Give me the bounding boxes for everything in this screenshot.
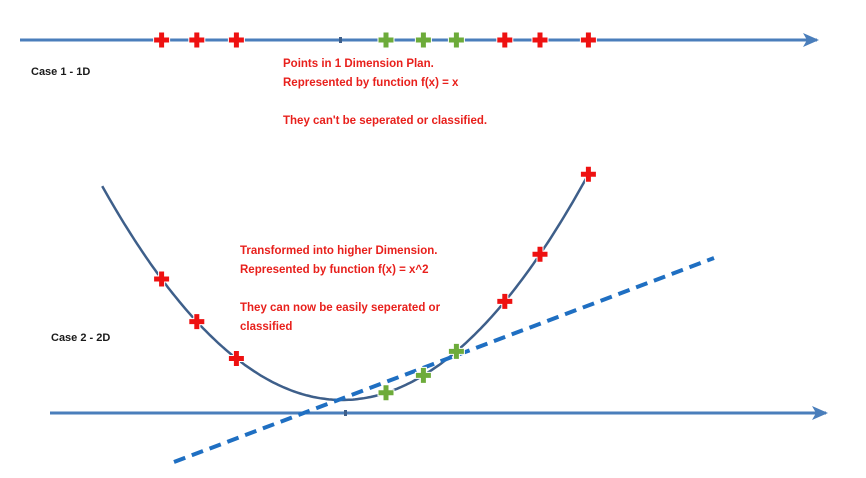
case1-origin-tick	[339, 37, 342, 43]
case2-label: Case 2 - 2D	[51, 332, 111, 344]
case1-points	[153, 31, 597, 49]
green-plus-icon	[414, 366, 432, 384]
case2-axis-group	[50, 406, 828, 420]
green-plus-icon	[447, 31, 465, 49]
case1-note-line-3	[283, 93, 487, 112]
separating-line	[173, 256, 715, 464]
case1-note-line-4: They can't be seperated or classified.	[283, 115, 488, 127]
case1-note: Points in 1 Dimension Plan. Represented …	[283, 55, 487, 131]
case2-points	[153, 165, 597, 402]
case2-note: Transformed into higher Dimension. Repre…	[240, 242, 440, 337]
red-plus-icon	[579, 165, 597, 183]
red-plus-icon	[227, 31, 245, 49]
case2-note-line-3	[240, 280, 440, 299]
case2-note-line-4: They can now be easily seperated or	[240, 302, 441, 314]
green-plus-icon	[377, 384, 395, 402]
case1-note-line-2: Represented by function f(x) = x	[283, 77, 459, 89]
case2-note-line-1: Transformed into higher Dimension.	[240, 245, 438, 257]
red-plus-icon	[153, 270, 171, 288]
green-plus-icon	[377, 31, 395, 49]
parabola-curve	[101, 169, 592, 402]
case1-label: Case 1 - 1D	[31, 66, 91, 78]
green-plus-icon	[447, 342, 465, 360]
red-plus-icon	[579, 31, 597, 49]
red-plus-icon	[531, 245, 549, 263]
red-plus-icon	[496, 292, 514, 310]
red-plus-icon	[153, 31, 171, 49]
case2-note-line-5: classified	[240, 321, 293, 333]
green-plus-icon	[414, 31, 432, 49]
red-plus-icon	[188, 313, 206, 331]
case2-note-line-2: Represented by function f(x) = x^2	[240, 264, 429, 276]
red-plus-icon	[188, 31, 206, 49]
case1-note-line-1: Points in 1 Dimension Plan.	[283, 58, 434, 70]
red-plus-icon	[227, 350, 245, 368]
case2-origin-tick	[344, 410, 347, 416]
red-plus-icon	[496, 31, 514, 49]
red-plus-icon	[531, 31, 549, 49]
